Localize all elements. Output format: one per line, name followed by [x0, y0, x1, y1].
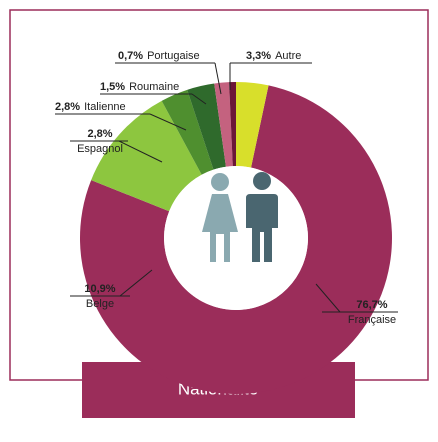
value-label: 2,8% [87, 128, 112, 140]
category-label: Autre [275, 50, 301, 62]
slice [80, 85, 392, 395]
donut [80, 82, 392, 395]
category-label: Espagnol [77, 143, 123, 155]
value-label: 1,5% [100, 81, 125, 93]
category-label: Italienne [84, 101, 126, 113]
man-icon [246, 172, 278, 262]
slice [236, 82, 269, 168]
slice [229, 82, 236, 167]
leader-line [119, 269, 153, 297]
category-label: Portugaise [147, 50, 200, 62]
slice [161, 89, 214, 175]
leader-line [149, 113, 187, 131]
value-label: 76,7% [356, 299, 387, 311]
value-label: 3,3% [246, 50, 271, 62]
label: 3,3% Autre [246, 50, 301, 62]
label: 2,8% Italienne [55, 101, 126, 113]
slice [187, 83, 226, 170]
value-label: 10,9% [84, 283, 115, 295]
leader-line [191, 93, 207, 105]
category-label: Roumaine [129, 81, 179, 93]
slice [91, 100, 202, 212]
label: 0,7% Portugaise [118, 50, 200, 62]
leader-line [118, 140, 163, 163]
leader-line [214, 62, 222, 95]
value-label: 2,8% [55, 101, 80, 113]
label: 1,5% Roumaine [100, 81, 179, 93]
slice [214, 82, 233, 167]
category-label: Belge [86, 298, 114, 310]
labels: 76,7% Française 10,9% Belge 2,8% Espagnol 2,8%… [55, 50, 398, 326]
category-label: Française [348, 314, 396, 326]
leader-line [315, 283, 341, 313]
value-label: 0,7% [118, 50, 143, 62]
woman-icon [202, 173, 238, 262]
donut-hole [164, 166, 308, 310]
frame [9, 9, 429, 381]
